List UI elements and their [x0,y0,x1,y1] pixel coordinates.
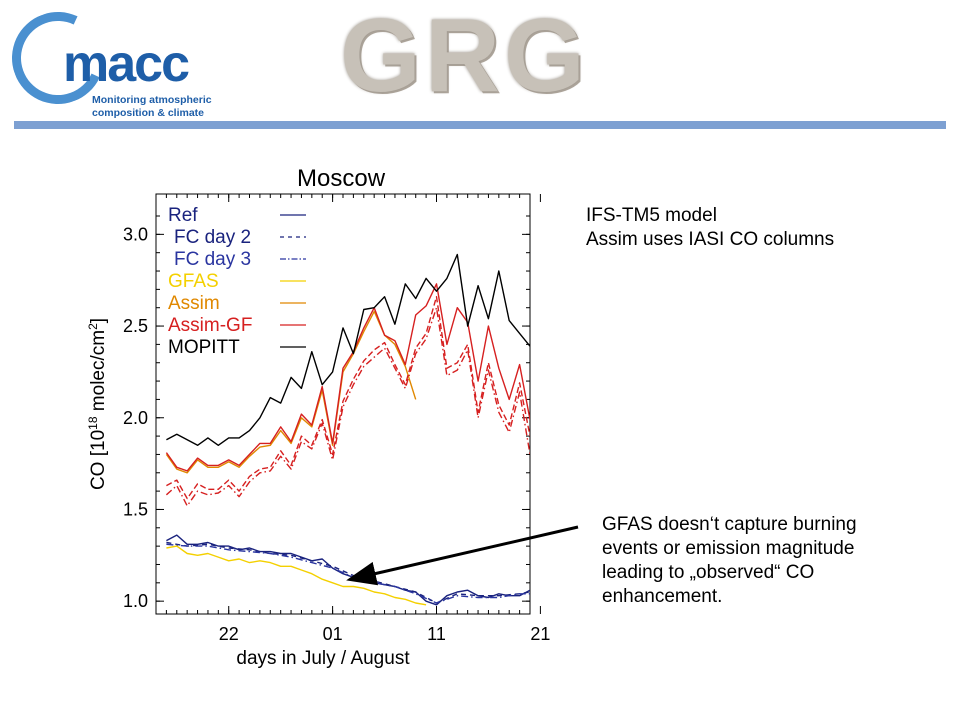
y-axis-label-part: CO [10 [88,430,109,490]
model-note: IFS-TM5 model Assim uses IASI CO columns [586,204,834,252]
series-line-assim-gf-fc3 [165,306,530,507]
y-tick-label: 3.0 [123,224,148,244]
x-tick-label: 11 [427,624,446,644]
y-tick-label: 2.0 [123,408,148,428]
macc-logo-subtitle: Monitoring atmospheric composition & cli… [92,94,232,120]
y-axis-label-part: molec/cm [88,330,109,417]
y-tick-label: 1.5 [123,499,148,519]
x-tick-label: 22 [219,624,239,644]
legend-label: Ref [168,205,198,226]
x-tick-label: 01 [323,624,343,644]
macc-logo-subtitle-line-2: composition & climate [92,107,205,119]
y-tick-label: 2.5 [123,316,148,336]
series-line-assim-gf [165,283,530,472]
co-line-chart: Moscow 1.0 1.5 2.0 2.5 3.0 22 01 11 21 days in Jul… [86,165,550,669]
chart-title: Moscow [297,165,386,192]
model-note-line-1: IFS-TM5 model [586,205,717,226]
header-rule [14,121,946,129]
grg-logo: GRG [340,0,589,114]
macc-logo: macc Monitoring atmospheric composition … [0,0,238,120]
gfas-note-line-3: leading to „observed“ CO [602,562,815,583]
macc-logo-subtitle-line-1: Monitoring atmospheric [92,94,212,106]
y-axis-label: CO [1018 molec/cm2] [86,318,109,490]
series-line-mopitt [166,253,530,446]
gfas-note-line-4: enhancement. [602,586,723,607]
gfas-note-line-1: GFAS doesn‘t capture burning [602,514,857,535]
series-line-assim [165,310,417,474]
chart-container: Moscow 1.0 1.5 2.0 2.5 3.0 22 01 11 21 days in Jul… [60,150,550,680]
series-line-assim-gf-fc [166,295,530,500]
legend-label: GFAS [168,271,219,292]
slide-header: macc Monitoring atmospheric composition … [0,0,960,130]
x-axis-label: days in July / August [236,648,410,669]
model-note-line-2: Assim uses IASI CO columns [586,229,835,250]
legend-label: Assim-GF [168,315,252,336]
legend-label: MOPITT [168,337,240,358]
y-axis-label-part: 2 [86,323,100,330]
y-axis-label-part: 18 [86,416,100,430]
legend-label: FC day 2 [174,227,251,248]
y-axis-label-part: ] [88,318,109,323]
gfas-note: GFAS doesn‘t capture burning events or e… [602,513,857,609]
legend-label: FC day 3 [174,249,251,270]
y-tick-label: 1.0 [123,591,148,611]
gfas-note-line-2: events or emission magnitude [602,538,855,559]
series-line-ref [166,534,530,606]
macc-logo-word: macc [63,35,190,93]
x-tick-label: 21 [530,624,550,644]
legend-label: Assim [168,293,220,314]
series-line-gfas [166,545,427,606]
